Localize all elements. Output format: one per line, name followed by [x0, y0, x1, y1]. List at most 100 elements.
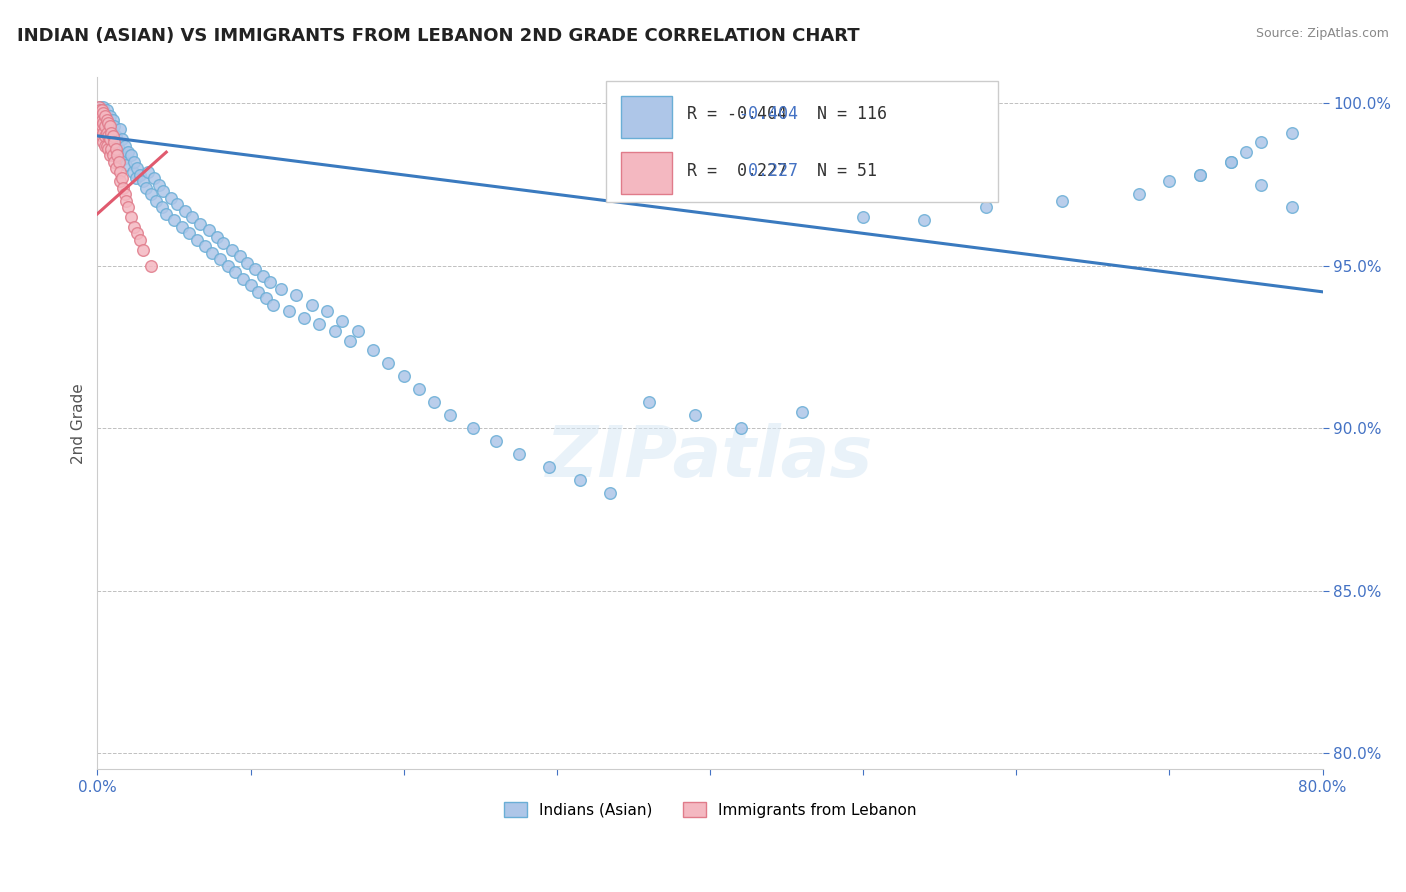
Point: [599, 486, 621, 500]
Point: [221, 243, 243, 257]
Point: [111, 132, 134, 146]
Y-axis label: 2nd Grade: 2nd Grade: [72, 383, 86, 464]
Point: [1281, 200, 1303, 214]
Text: ZIPatlas: ZIPatlas: [547, 424, 873, 492]
Point: [93, 112, 115, 127]
Point: [100, 126, 122, 140]
Point: [93, 126, 115, 140]
FancyBboxPatch shape: [606, 81, 998, 202]
Point: [89, 122, 111, 136]
Text: INDIAN (ASIAN) VS IMMIGRANTS FROM LEBANON 2ND GRADE CORRELATION CHART: INDIAN (ASIAN) VS IMMIGRANTS FROM LEBANO…: [17, 27, 859, 45]
Point: [205, 229, 228, 244]
Point: [127, 227, 149, 241]
Point: [208, 252, 231, 267]
Point: [104, 161, 127, 176]
Point: [94, 138, 117, 153]
Point: [166, 197, 188, 211]
Point: [259, 275, 281, 289]
Point: [308, 318, 330, 332]
Point: [91, 103, 114, 117]
Point: [461, 421, 484, 435]
Point: [361, 343, 384, 358]
Point: [96, 103, 118, 117]
Point: [1189, 168, 1212, 182]
Point: [124, 171, 146, 186]
Point: [105, 148, 128, 162]
Point: [1219, 154, 1241, 169]
Text: Source: ZipAtlas.com: Source: ZipAtlas.com: [1256, 27, 1389, 40]
Point: [1234, 145, 1257, 160]
Point: [94, 110, 117, 124]
Point: [346, 324, 368, 338]
Point: [121, 164, 143, 178]
Point: [270, 282, 292, 296]
Point: [683, 409, 706, 423]
Point: [148, 178, 170, 192]
Point: [201, 245, 224, 260]
Point: [101, 148, 124, 162]
Point: [484, 434, 506, 449]
Point: [110, 164, 132, 178]
Point: [508, 447, 530, 461]
Point: [89, 100, 111, 114]
Point: [98, 136, 121, 150]
Point: [87, 100, 110, 114]
Point: [1189, 168, 1212, 182]
Point: [132, 174, 155, 188]
Point: [94, 119, 117, 133]
Point: [103, 154, 125, 169]
Point: [285, 288, 308, 302]
Point: [232, 272, 254, 286]
Point: [91, 119, 114, 133]
Point: [129, 168, 152, 182]
Point: [179, 227, 201, 241]
Point: [136, 164, 159, 178]
Point: [198, 223, 221, 237]
Point: [263, 298, 285, 312]
Point: [110, 148, 132, 162]
Point: [89, 110, 111, 124]
Point: [91, 106, 114, 120]
Point: [163, 213, 186, 227]
Point: [100, 142, 122, 156]
Point: [93, 100, 115, 114]
Point: [110, 122, 132, 136]
Point: [254, 291, 277, 305]
Point: [1281, 126, 1303, 140]
Point: [115, 194, 138, 208]
Point: [247, 285, 270, 299]
Point: [1250, 136, 1272, 150]
Point: [97, 116, 120, 130]
Point: [101, 128, 124, 143]
Text: R = -0.404   N = 116: R = -0.404 N = 116: [686, 105, 887, 123]
Point: [160, 191, 183, 205]
Point: [89, 110, 111, 124]
Point: [101, 138, 124, 153]
Point: [93, 116, 115, 130]
Point: [316, 304, 339, 318]
Point: [170, 219, 193, 234]
Point: [98, 132, 121, 146]
Point: [1128, 187, 1150, 202]
Point: [110, 174, 132, 188]
Point: [101, 112, 124, 127]
Point: [212, 236, 235, 251]
Point: [97, 128, 120, 143]
Point: [229, 249, 252, 263]
Point: [104, 142, 127, 156]
Point: [105, 136, 128, 150]
FancyBboxPatch shape: [620, 153, 672, 194]
Point: [96, 126, 118, 140]
Point: [120, 210, 142, 224]
Point: [145, 194, 167, 208]
Point: [87, 106, 110, 120]
Text: -0.404: -0.404: [738, 105, 799, 123]
Point: [94, 119, 117, 133]
Point: [301, 298, 323, 312]
Point: [193, 239, 215, 253]
Point: [139, 259, 162, 273]
Point: [104, 128, 127, 143]
Point: [332, 314, 354, 328]
Point: [93, 106, 115, 120]
Point: [94, 106, 117, 120]
